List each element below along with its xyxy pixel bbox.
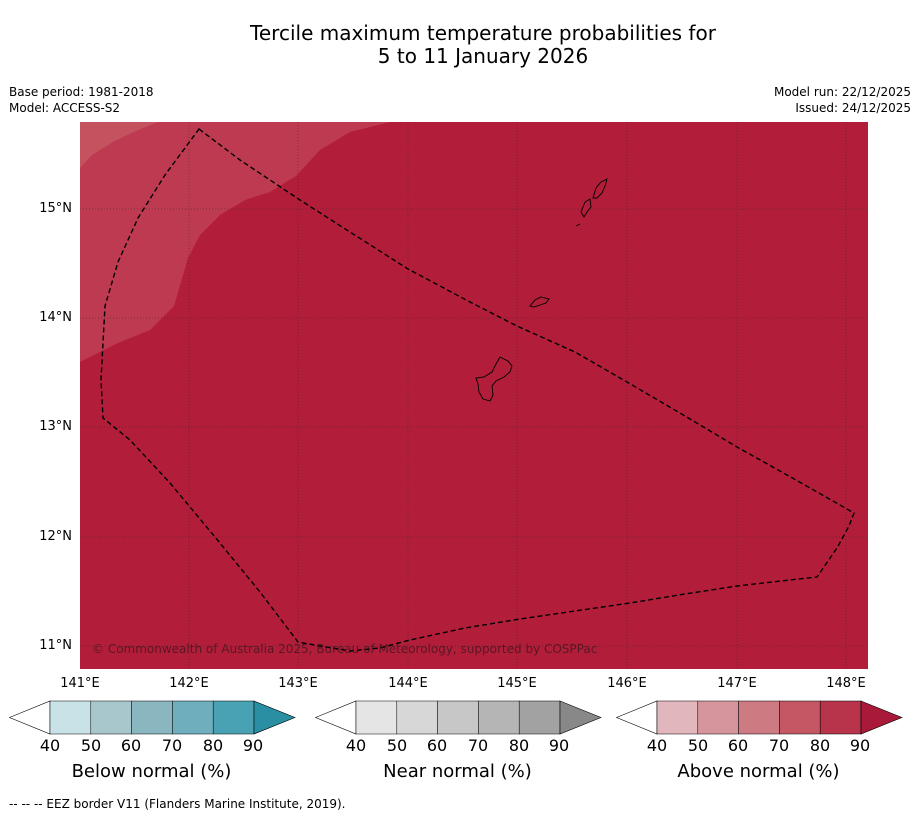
lon-label-143: 143°E <box>278 676 318 691</box>
colorbar-segment-gt90 <box>253 700 296 735</box>
lon-label-142: 142°E <box>169 676 209 691</box>
colorbar-segment-80-90 <box>819 700 862 735</box>
title-line-2: 5 to 11 January 2026 <box>377 44 589 68</box>
eez-footnote: -- -- -- EEZ border V11 (Flanders Marine… <box>9 797 346 811</box>
colorbar-below-tick-40: 40 <box>39 736 61 755</box>
colorbar-segment-40-50 <box>355 700 398 735</box>
colorbar-segment-60-70 <box>437 700 479 735</box>
base-period: Base period: 1981-2018 <box>9 85 154 99</box>
lon-label-148: 148°E <box>826 676 866 691</box>
colorbar-above-title: Above normal (%) <box>677 761 840 782</box>
colorbar-below-tick-70: 70 <box>161 736 183 755</box>
probability-zone-80 <box>80 122 390 362</box>
colorbar-near-tick-80: 80 <box>508 736 530 755</box>
colorbar-near-tick-60: 60 <box>426 736 448 755</box>
colorbar-segment-80-90 <box>518 700 561 735</box>
meta-left: Base period: 1981-2018 Model: ACCESS-S2 <box>9 84 154 116</box>
lat-label-15: 15°N <box>39 201 72 216</box>
colorbar-above-tick-60: 60 <box>727 736 749 755</box>
lat-label-12: 12°N <box>39 529 72 544</box>
copyright-notice: © Commonwealth of Australia 2025, Bureau… <box>92 642 598 656</box>
lon-label-146: 146°E <box>607 676 647 691</box>
colorbar-below-normal <box>9 700 296 735</box>
probability-map <box>80 122 868 669</box>
colorbar-below-tick-80: 80 <box>202 736 224 755</box>
colorbar-below-tick-90: 90 <box>242 736 264 755</box>
colorbar-segment-50-60 <box>396 700 438 735</box>
island-saipan <box>592 178 608 199</box>
island-tinian <box>580 198 592 218</box>
colorbar-segment-lt40 <box>616 700 658 735</box>
gridlines <box>80 122 868 669</box>
colorbar-segment-40-50 <box>49 700 92 735</box>
colorbar-near-tick-50: 50 <box>386 736 408 755</box>
colorbar-segment-60-70 <box>131 700 173 735</box>
colorbar-below-tick-50: 50 <box>80 736 102 755</box>
colorbar-near-normal <box>315 700 602 735</box>
colorbar-below-title: Below normal (%) <box>71 761 232 782</box>
colorbar-near-title: Near normal (%) <box>383 761 532 782</box>
colorbar-segment-60-70 <box>738 700 780 735</box>
colorbar-segment-80-90 <box>212 700 255 735</box>
colorbar-segment-70-80 <box>779 700 821 735</box>
colorbar-near-tick-40: 40 <box>345 736 367 755</box>
chart-title: Tercile maximum temperature probabilitie… <box>0 22 919 68</box>
island-rota <box>529 296 550 308</box>
island-aguijan <box>575 223 581 227</box>
colorbar-segment-70-80 <box>172 700 214 735</box>
colorbar-near-tick-90: 90 <box>548 736 570 755</box>
colorbar-above-tick-70: 70 <box>768 736 790 755</box>
model-run: Model run: 22/12/2025 <box>773 85 911 99</box>
eez-border <box>100 128 855 652</box>
colorbar-above-normal <box>616 700 903 735</box>
colorbar-segment-50-60 <box>697 700 739 735</box>
lat-label-11: 11°N <box>39 638 72 653</box>
colorbar-above-tick-50: 50 <box>687 736 709 755</box>
colorbar-segment-lt40 <box>315 700 357 735</box>
islands <box>475 178 608 402</box>
colorbar-above-tick-80: 80 <box>809 736 831 755</box>
probability-zone-70 <box>80 122 158 168</box>
colorbar-above-tick-40: 40 <box>646 736 668 755</box>
meta-right: Model run: 22/12/2025 Issued: 24/12/2025 <box>774 84 911 116</box>
lon-label-147: 147°E <box>717 676 757 691</box>
island-guam <box>475 356 513 402</box>
colorbar-segment-lt40 <box>9 700 51 735</box>
colorbar-segment-50-60 <box>90 700 132 735</box>
colorbar-segment-gt90 <box>860 700 903 735</box>
model-name: Model: ACCESS-S2 <box>9 101 121 115</box>
colorbar-segment-gt90 <box>559 700 602 735</box>
colorbar-below-tick-60: 60 <box>120 736 142 755</box>
colorbar-segment-70-80 <box>478 700 520 735</box>
colorbar-segment-40-50 <box>656 700 699 735</box>
lon-label-141: 141°E <box>60 676 100 691</box>
colorbar-above-tick-90: 90 <box>849 736 871 755</box>
lat-label-13: 13°N <box>39 419 72 434</box>
issued-date: Issued: 24/12/2025 <box>795 101 911 115</box>
lat-label-14: 14°N <box>39 310 72 325</box>
colorbar-near-tick-70: 70 <box>467 736 489 755</box>
title-line-1: Tercile maximum temperature probabilitie… <box>250 21 716 45</box>
lon-label-145: 145°E <box>497 676 537 691</box>
lon-label-144: 144°E <box>388 676 428 691</box>
